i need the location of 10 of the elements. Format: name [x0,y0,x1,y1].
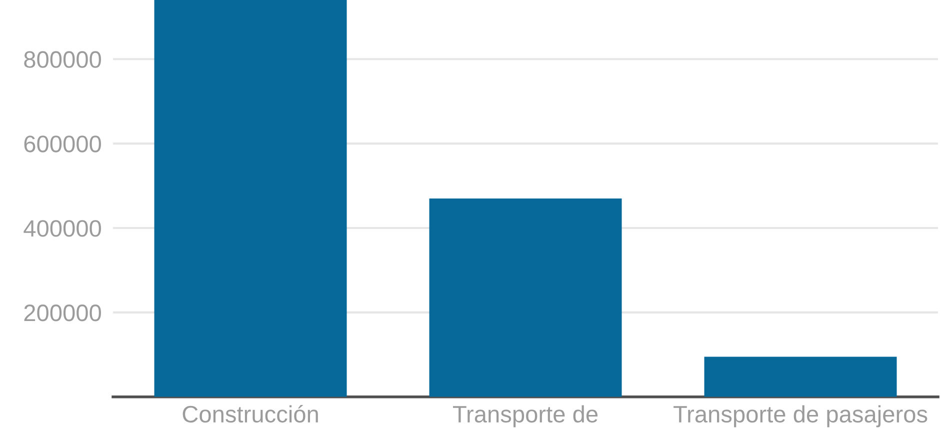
bar [704,356,897,397]
bar [154,0,347,397]
y-tick-label: 200000 [24,304,101,322]
x-tick-label: Transporte de [453,405,598,428]
y-tick-label: 600000 [24,136,101,152]
bar [429,198,622,397]
y-tick-label: 400000 [24,220,101,237]
x-tick-label: Construcción [182,404,318,423]
y-tick-label: 800000 [24,51,101,68]
x-tick-label: Transporte de pasajeros [674,405,928,428]
